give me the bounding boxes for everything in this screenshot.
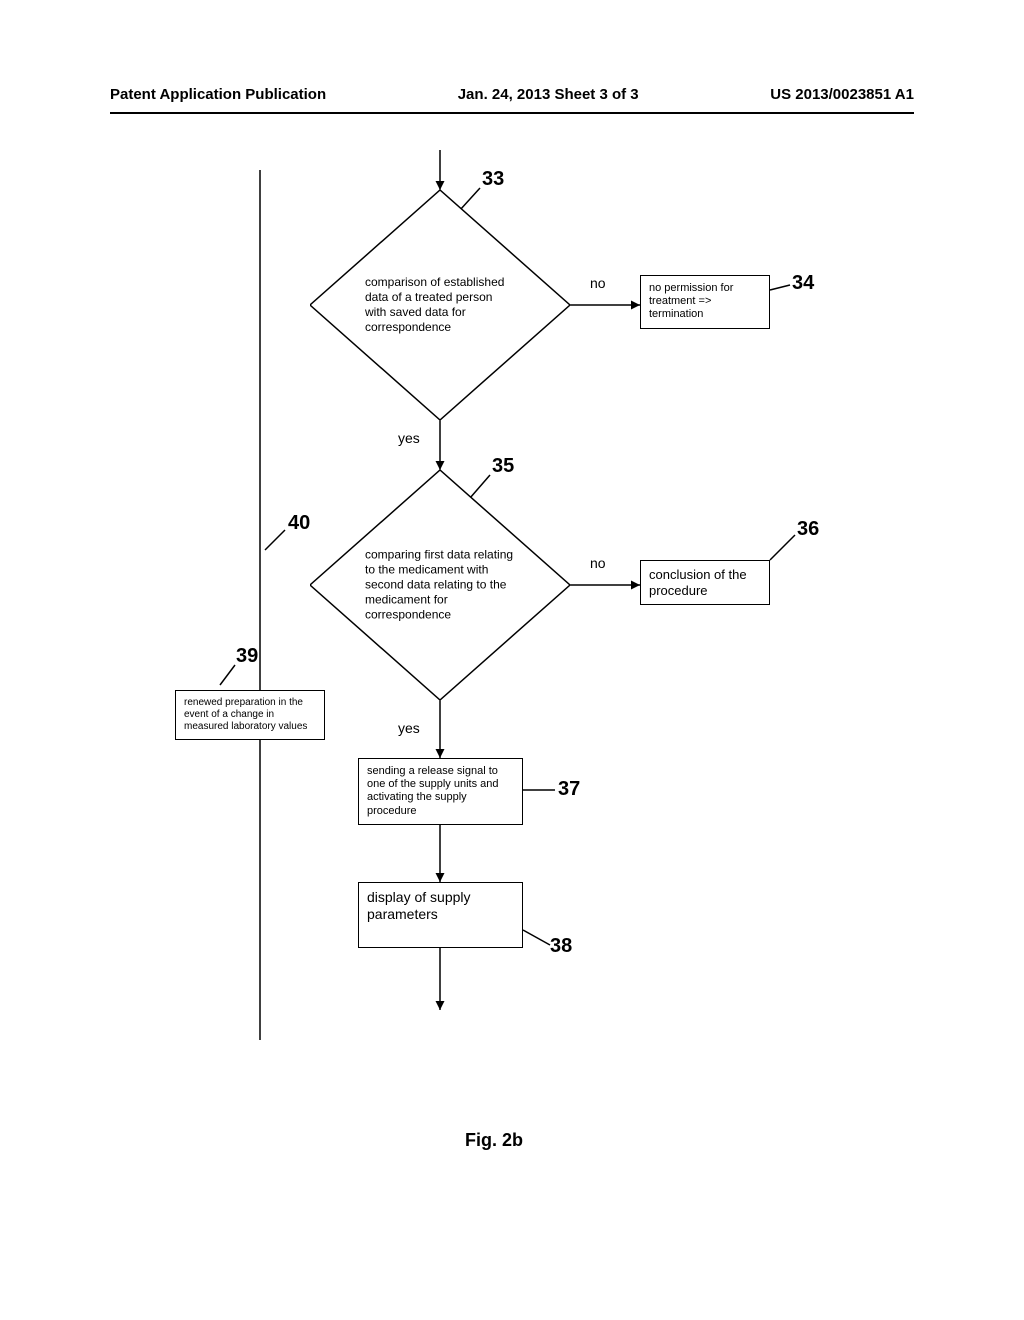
header-left: Patent Application Publication [110, 86, 326, 103]
process-39: renewed preparation in the event of a ch… [175, 690, 325, 740]
flowchart-canvas: comparison of established data of a trea… [0, 130, 1024, 1260]
header-right: US 2013/0023851 A1 [770, 86, 914, 103]
ref-38: 38 [550, 935, 572, 958]
header-rule [110, 112, 914, 114]
decision-33: comparison of established data of a trea… [310, 190, 570, 420]
ref-33: 33 [482, 168, 504, 191]
decision-35-no-label: no [590, 555, 606, 571]
decision-35-yes-label: yes [398, 720, 420, 736]
figure-caption: Fig. 2b [465, 1130, 523, 1151]
process-34-text: no permission for treatment => terminati… [649, 282, 733, 320]
decision-33-text: comparison of established data of a trea… [365, 275, 515, 335]
process-36-text: conclusion of the procedure [649, 567, 747, 598]
decision-35-text: comparing first data relating to the med… [365, 548, 515, 623]
ref-35: 35 [492, 455, 514, 478]
decision-33-no-label: no [590, 275, 606, 291]
process-38: display of supply parameters [358, 882, 523, 948]
process-38-text: display of supply parameters [367, 889, 471, 922]
ref-40: 40 [288, 512, 310, 535]
process-39-text: renewed preparation in the event of a ch… [184, 697, 307, 732]
ref-36: 36 [797, 518, 819, 541]
process-37: sending a release signal to one of the s… [358, 758, 523, 825]
process-34: no permission for treatment => terminati… [640, 275, 770, 329]
ref-37: 37 [558, 778, 580, 801]
decision-33-yes-label: yes [398, 430, 420, 446]
ref-34: 34 [792, 272, 814, 295]
page-header: Patent Application Publication Jan. 24, … [0, 86, 1024, 103]
ref-39: 39 [236, 645, 258, 668]
header-center: Jan. 24, 2013 Sheet 3 of 3 [458, 86, 639, 103]
decision-35: comparing first data relating to the med… [310, 470, 570, 700]
process-36: conclusion of the procedure [640, 560, 770, 605]
process-37-text: sending a release signal to one of the s… [367, 765, 498, 817]
